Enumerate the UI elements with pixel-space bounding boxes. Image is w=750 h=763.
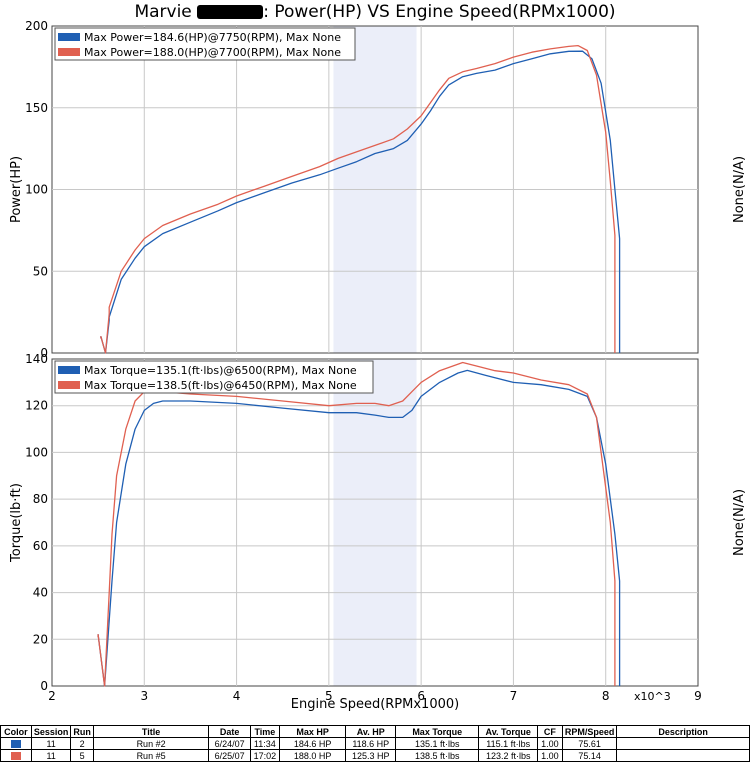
chart-title: Marvie : Power(HP) VS Engine Speed(RPMx1…	[0, 2, 750, 22]
table-cell: 118.6 HP	[345, 737, 397, 750]
power-y-tick-label: 150	[25, 101, 48, 115]
torque-legend-swatch	[58, 366, 80, 374]
power-y-tick-label: 200	[25, 19, 48, 33]
table-cell: 5	[70, 749, 94, 762]
torque-plot-frame	[51, 358, 699, 687]
x-tick-label: 6	[417, 689, 425, 703]
table-header-cell: Av. HP	[345, 725, 397, 738]
x-tick-label: 4	[233, 689, 241, 703]
table-cell: 115.1 ft·lbs	[478, 737, 538, 750]
torque-y-tick-label: 0	[40, 679, 48, 693]
power-legend-label: Max Power=184.6(HP)@7750(RPM), Max None	[84, 31, 341, 44]
table-cell: 6/25/07	[208, 749, 251, 762]
table-row: 11 2 Run #2 6/24/07 11:34 184.6 HP 118.6 HP 135…	[0, 737, 750, 750]
table-header-cell: Date	[208, 725, 251, 738]
table-header-cell: Title	[92, 725, 210, 738]
x-tick-label: 9	[694, 689, 702, 703]
torque-right-axis-label: None(N/A)	[732, 489, 747, 556]
table-cell: 75.14	[561, 749, 618, 762]
table-cell: 11:34	[249, 737, 280, 750]
table-cell: 2	[70, 737, 94, 750]
torque-y-tick-label: 60	[33, 539, 48, 553]
power-right-axis-label: None(N/A)	[732, 156, 747, 223]
color-cell	[0, 737, 32, 750]
torque-y-tick-label: 120	[25, 399, 48, 413]
title-prefix: Marvie	[134, 2, 192, 22]
x-tick-label: 5	[325, 689, 333, 703]
table-cell: 1.00	[536, 749, 563, 762]
run-color-swatch	[10, 740, 21, 749]
torque-legend-box	[54, 360, 374, 394]
table-cell: 1.00	[536, 737, 563, 750]
torque-legend-swatch	[58, 381, 80, 389]
x-tick-label: 2	[48, 689, 56, 703]
power-legend-swatch	[58, 33, 80, 41]
table-cell: 123.2 ft·lbs	[478, 749, 538, 762]
table-cell: 184.6 HP	[278, 737, 347, 750]
torque-legend-label: Max Torque=138.5(ft·lbs)@6450(RPM), Max …	[84, 379, 357, 392]
power-legend-label: Max Power=188.0(HP)@7700(RPM), Max None	[84, 46, 341, 59]
title-suffix: : Power(HP) VS Engine Speed(RPMx1000)	[263, 2, 616, 22]
table-header-cell: Max Torque	[395, 725, 480, 738]
table-header-cell: Description	[616, 725, 750, 738]
table-cell: 11	[30, 737, 72, 750]
power-legend-box	[54, 27, 356, 61]
table-header-cell: Color	[0, 725, 32, 738]
torque-series-line-2	[97, 361, 616, 687]
x-tick-label: 7	[510, 689, 518, 703]
power-series-line-2	[100, 44, 616, 354]
torque-y-tick-label: 140	[25, 352, 48, 366]
x-tick-label: 3	[140, 689, 148, 703]
power-legend-swatch	[58, 48, 80, 56]
torque-legend-label: Max Torque=135.1(ft·lbs)@6500(RPM), Max …	[84, 364, 357, 377]
table-header-cell: CF	[536, 725, 563, 738]
power-y-tick-label: 0	[40, 346, 48, 360]
torque-y-axis-label: Torque(lb·ft)	[9, 483, 24, 563]
table-header-cell: Time	[249, 725, 280, 738]
table-cell: 17:02	[249, 749, 280, 762]
table-cell: Run #2	[92, 737, 210, 750]
color-cell	[0, 749, 32, 762]
run-summary-table: Color Session Run Title Date Time Max HP Av. HP…	[0, 725, 750, 762]
redacted-name-block	[197, 5, 264, 19]
table-cell: 6/24/07	[208, 737, 251, 750]
power-y-axis-label: Power(HP)	[9, 156, 24, 223]
x-tick-label: 8	[602, 689, 610, 703]
power-y-tick-label: 50	[33, 264, 48, 278]
table-header-cell: Run	[70, 725, 94, 738]
table-header-cell: Av. Torque	[478, 725, 538, 738]
x-axis-multiplier: x10^3	[634, 690, 671, 703]
run-color-swatch	[10, 752, 21, 761]
table-cell	[616, 749, 750, 762]
table-cell: 188.0 HP	[278, 749, 347, 762]
table-cell: 125.3 HP	[345, 749, 397, 762]
torque-y-tick-label: 80	[33, 492, 48, 506]
torque-y-tick-label: 20	[33, 632, 48, 646]
torque-y-tick-label: 100	[25, 445, 48, 459]
table-header-cell: RPM/Speed	[561, 725, 618, 738]
power-y-tick-label: 100	[25, 183, 48, 197]
torque-shaded-band	[333, 359, 417, 686]
table-cell: 75.61	[561, 737, 618, 750]
table-cell: 11	[30, 749, 72, 762]
table-cell: 138.5 ft·lbs	[395, 749, 480, 762]
power-series-line-1	[100, 50, 621, 354]
table-header-row: Color Session Run Title Date Time Max HP Av. HP…	[0, 725, 750, 738]
x-axis-label: Engine Speed(RPMx1000)	[291, 697, 459, 712]
table-row: 11 5 Run #5 6/25/07 17:02 188.0 HP 125.3 HP 138…	[0, 749, 750, 762]
torque-y-tick-label: 40	[33, 586, 48, 600]
table-header-cell: Session	[30, 725, 72, 738]
table-cell: 135.1 ft·lbs	[395, 737, 480, 750]
table-header-cell: Max HP	[278, 725, 347, 738]
table-cell	[616, 737, 750, 750]
table-cell: Run #5	[92, 749, 210, 762]
